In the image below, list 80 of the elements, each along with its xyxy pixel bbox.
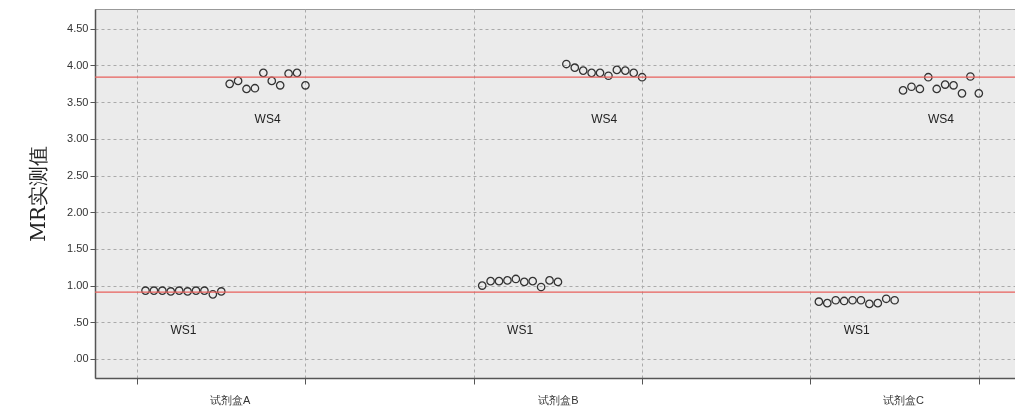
point (258, 68, 268, 78)
point (604, 71, 613, 81)
x-tick-label: 试剂盒C (883, 393, 925, 406)
point (477, 281, 487, 290)
point (183, 287, 192, 296)
y-tick-label: 3.00 (67, 132, 89, 145)
point (511, 274, 521, 284)
point (141, 286, 150, 296)
y-tick-label: 3.50 (67, 95, 89, 108)
point (275, 80, 285, 90)
point (292, 68, 302, 78)
y-tick-label: 1.50 (67, 242, 89, 255)
x-tick-label: 试剂盒A (210, 393, 251, 406)
point (208, 290, 218, 299)
y-tick-label: 4.00 (67, 58, 89, 71)
y-tick-label: 2.00 (67, 205, 89, 218)
y-tick-label: .50 (73, 315, 89, 328)
point (881, 294, 891, 304)
point (284, 69, 293, 78)
point (519, 277, 529, 287)
point (528, 276, 538, 286)
point (149, 286, 159, 296)
point (949, 80, 958, 90)
point (915, 84, 925, 94)
point (166, 287, 176, 296)
point (562, 59, 571, 69)
point (907, 82, 916, 92)
point (831, 295, 841, 305)
point (267, 76, 277, 86)
y-tick-label: 4.50 (67, 22, 89, 35)
point (822, 298, 832, 308)
point (494, 276, 504, 286)
point (839, 296, 849, 306)
point (486, 276, 495, 286)
point (923, 72, 933, 82)
point (974, 89, 984, 98)
point (940, 80, 950, 89)
point (848, 295, 857, 305)
point (225, 79, 235, 89)
point (545, 276, 554, 285)
point (629, 68, 639, 78)
y-tick-label: .00 (73, 352, 89, 365)
point (242, 84, 251, 94)
point (856, 295, 866, 305)
point (503, 276, 512, 285)
point (932, 84, 942, 94)
text: WS4 (254, 112, 281, 127)
point (637, 72, 647, 82)
point (536, 282, 546, 292)
point (612, 65, 622, 75)
point (620, 66, 630, 75)
point (570, 63, 580, 73)
point (174, 286, 184, 296)
text: WS1 (170, 322, 197, 337)
series-label: WS4 (927, 112, 955, 127)
point (890, 295, 899, 305)
point (873, 298, 883, 308)
y-axis-title: MR实测值 (26, 146, 51, 242)
point (216, 287, 226, 296)
y-tick-label: 1.00 (67, 279, 89, 292)
point (553, 277, 563, 287)
point (191, 286, 201, 296)
point (587, 68, 596, 78)
point (957, 89, 967, 98)
point (200, 286, 209, 296)
y-tick-label: 2.50 (67, 169, 89, 182)
point (301, 80, 310, 90)
text: WS1 (507, 322, 534, 337)
point (966, 72, 975, 81)
point (898, 86, 908, 95)
point (595, 68, 605, 78)
point (814, 297, 824, 307)
series-label: WS1 (843, 322, 871, 337)
point (157, 286, 167, 296)
point (233, 76, 243, 86)
point (578, 66, 588, 75)
x-tick-label: 试剂盒B (538, 393, 579, 406)
point (865, 299, 874, 309)
point (250, 83, 260, 93)
text: WS4 (591, 112, 618, 127)
